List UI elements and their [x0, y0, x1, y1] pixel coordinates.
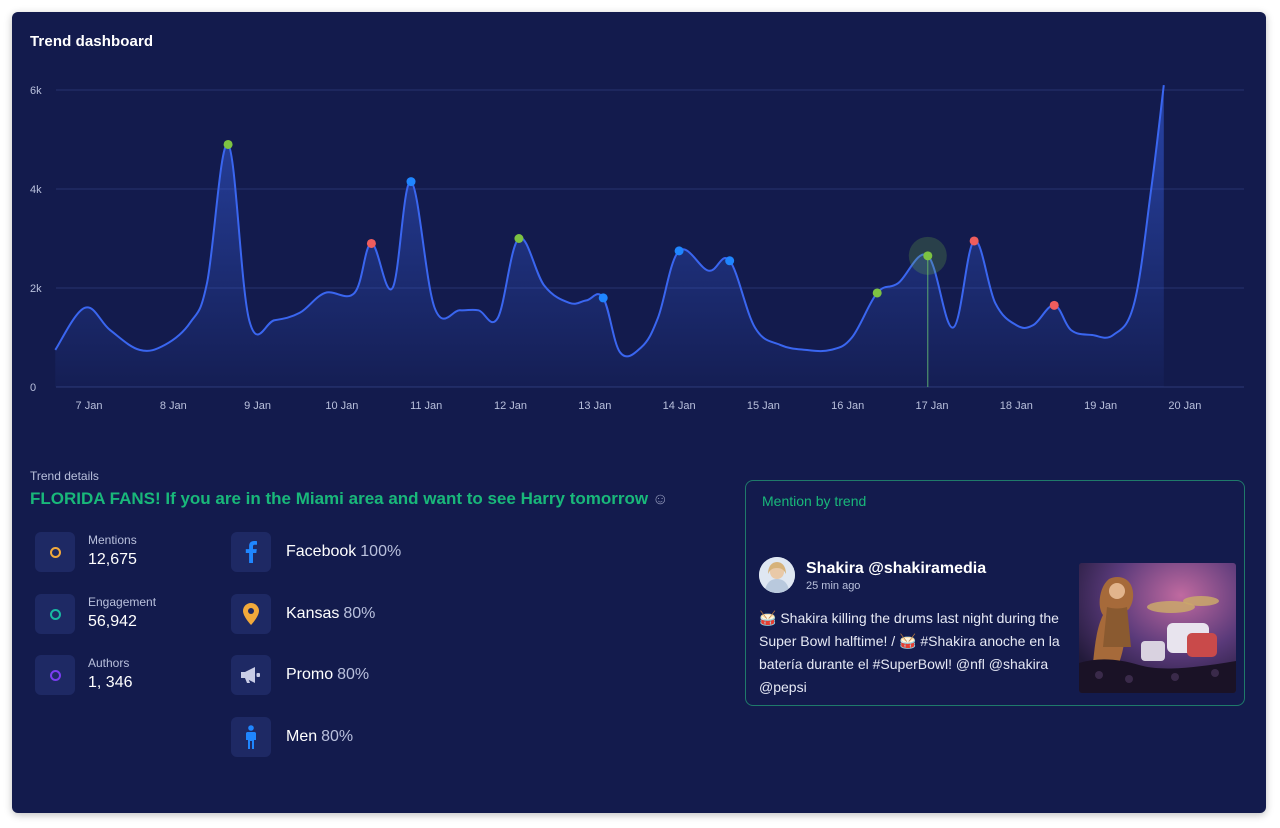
stat-name: Men: [286, 728, 318, 745]
metric-label: Authors: [88, 656, 130, 670]
engagement-ring-icon: [50, 609, 61, 620]
stat-percent: 80%: [321, 728, 354, 745]
mention-header: Mention by trend: [762, 493, 867, 509]
series-area: [55, 85, 1164, 387]
data-point[interactable]: [514, 234, 524, 243]
x-tick-label: 13 Jan: [578, 400, 611, 412]
data-point[interactable]: [366, 238, 376, 248]
y-tick-label: 4k: [30, 184, 42, 196]
data-point[interactable]: [674, 246, 684, 256]
x-tick-label: 11 Jan: [410, 400, 442, 412]
data-point[interactable]: [872, 288, 882, 298]
x-tick-label: 18 Jan: [1000, 400, 1033, 412]
stat-percent: 80%: [337, 666, 370, 683]
data-point[interactable]: [223, 139, 233, 149]
x-tick-label: 16 Jan: [831, 400, 864, 412]
mentions-ring-icon: [50, 547, 61, 558]
x-tick-label: 7 Jan: [76, 400, 103, 412]
mentions-icon-box: [35, 532, 75, 572]
trend-headline-text: FLORIDA FANS! If you are in the Miami ar…: [30, 489, 649, 508]
authors-ring-icon: [50, 670, 61, 681]
location-pin-icon: [231, 594, 271, 634]
x-tick-label: 19 Jan: [1084, 400, 1117, 412]
engagement-icon-box: [35, 594, 75, 634]
data-point[interactable]: [725, 256, 735, 266]
x-tick-label: 20 Jan: [1168, 400, 1201, 412]
y-tick-label: 0: [30, 382, 36, 394]
trend-chart[interactable]: 0 2k 4k 6k 7 Jan 8 Jan 9 Jan 10 Jan 11 Jan 12 Jan…: [12, 12, 1266, 432]
trend-dashboard-panel: Trend dashboard 0 2k 4k 6k 7 Jan 8 Jan 9 Jan 10…: [12, 12, 1266, 813]
stat-percent: 80%: [343, 605, 376, 622]
x-tick-label: 17 Jan: [915, 400, 948, 412]
mention-photo[interactable]: [1079, 563, 1236, 693]
data-point[interactable]: [598, 293, 608, 303]
authors-icon-box: [35, 655, 75, 695]
trend-headline[interactable]: FLORIDA FANS! If you are in the Miami ar…: [30, 489, 668, 509]
stat-name: Facebook: [286, 543, 357, 560]
stat-kansas[interactable]: Kansas 80%: [231, 594, 461, 634]
man-icon: [231, 717, 271, 757]
facebook-icon: [231, 532, 271, 572]
metric-label: Engagement: [88, 595, 157, 609]
megaphone-icon: [231, 655, 271, 695]
x-tick-label: 9 Jan: [244, 400, 271, 412]
stat-facebook[interactable]: Facebook 100%: [231, 532, 461, 572]
y-tick-label: 2k: [30, 283, 42, 295]
metric-label: Mentions: [88, 533, 137, 547]
mention-text: 🥁 Shakira killing the drums last night d…: [759, 610, 1060, 695]
data-point[interactable]: [406, 177, 416, 187]
mention-time: 25 min ago: [806, 580, 861, 592]
metric-value: 56,942: [88, 613, 137, 630]
mention-author[interactable]: Shakira @shakiramedia: [806, 560, 987, 577]
mention-card[interactable]: Mention by trend Shakira @shakiramedia 2…: [745, 480, 1245, 706]
trend-details-label: Trend details: [30, 469, 99, 483]
stat-men[interactable]: Men 80%: [231, 717, 461, 757]
x-tick-label: 12 Jan: [494, 400, 527, 412]
x-tick-label: 14 Jan: [663, 400, 696, 412]
x-tick-label: 8 Jan: [160, 400, 187, 412]
dashboard-title: Trend dashboard: [30, 33, 154, 50]
avatar[interactable]: [759, 557, 795, 593]
x-tick-label: 10 Jan: [325, 400, 358, 412]
data-point[interactable]: [1049, 300, 1059, 310]
stat-percent: 100%: [360, 543, 402, 560]
smiley-icon: ☺: [652, 491, 669, 508]
metric-engagement: Engagement 56,942: [35, 594, 205, 634]
x-tick-label: 15 Jan: [747, 400, 780, 412]
metric-authors: Authors 1, 346: [35, 655, 205, 695]
stat-name: Kansas: [286, 605, 340, 622]
data-point[interactable]: [923, 251, 933, 261]
stat-name: Promo: [286, 666, 334, 683]
data-point[interactable]: [969, 236, 979, 246]
y-tick-label: 6k: [30, 85, 42, 97]
series-line: [54, 84, 1165, 358]
metric-value: 1, 346: [88, 674, 133, 691]
metric-value: 12,675: [88, 551, 137, 568]
stat-promo[interactable]: Promo 80%: [231, 655, 461, 695]
metric-mentions: Mentions 12,675: [35, 532, 205, 572]
